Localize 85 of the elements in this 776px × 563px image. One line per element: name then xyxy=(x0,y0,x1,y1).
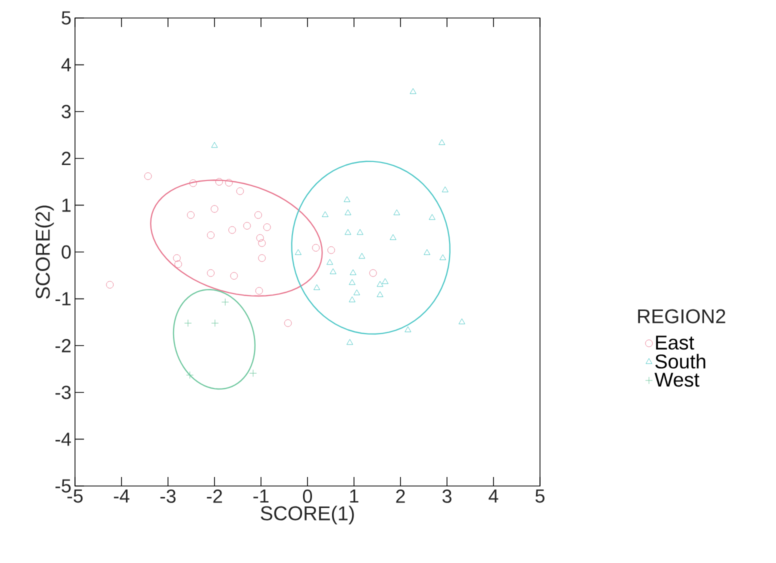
point xyxy=(228,226,236,234)
point xyxy=(327,246,335,254)
point xyxy=(294,249,302,255)
point xyxy=(348,296,356,302)
x-tick-label: 5 xyxy=(535,490,544,503)
legend-label: South xyxy=(655,354,706,369)
y-tick-label: 3 xyxy=(62,104,71,118)
y-tick-label: 0 xyxy=(62,245,71,259)
point xyxy=(284,319,292,327)
point xyxy=(312,244,320,252)
point xyxy=(322,211,328,218)
point xyxy=(390,234,396,240)
y-tick-label: 2 xyxy=(62,152,71,166)
x-tick-label: -2 xyxy=(206,490,222,503)
x-axis-title: SCORE(1) xyxy=(260,506,354,524)
point xyxy=(348,279,356,285)
x-tick-label: 3 xyxy=(442,490,452,503)
point xyxy=(428,214,436,220)
point xyxy=(174,260,182,268)
point xyxy=(207,269,215,277)
point xyxy=(225,178,233,186)
point xyxy=(314,284,320,290)
y-axis-title: SCORE(2) xyxy=(35,206,54,299)
point xyxy=(189,179,197,187)
point xyxy=(236,187,244,195)
point xyxy=(207,231,215,239)
point xyxy=(354,289,360,296)
point xyxy=(410,88,416,94)
point xyxy=(210,205,218,213)
x-tick-label: -1 xyxy=(253,490,268,503)
point xyxy=(230,272,238,280)
point xyxy=(369,269,377,277)
x-tick-label: 2 xyxy=(396,490,405,503)
point xyxy=(356,229,364,235)
x-tick-label: -3 xyxy=(160,490,176,503)
point xyxy=(442,186,448,192)
y-tick-label: 1 xyxy=(62,198,71,212)
point xyxy=(263,223,271,231)
point xyxy=(404,326,412,332)
point xyxy=(215,178,223,186)
point xyxy=(144,172,152,180)
point xyxy=(326,259,334,265)
x-tick-label: 0 xyxy=(302,490,312,503)
legend-label: West xyxy=(654,372,700,387)
legend-title: REGION2 xyxy=(638,309,726,324)
y-tick-label: -4 xyxy=(55,432,71,446)
y-tick-label: -2 xyxy=(55,338,71,352)
point xyxy=(106,281,114,288)
y-tick-label: 4 xyxy=(61,58,71,72)
point xyxy=(243,222,251,230)
point xyxy=(186,371,194,379)
point xyxy=(173,254,181,262)
point xyxy=(344,229,352,235)
point xyxy=(440,254,446,260)
point xyxy=(346,339,354,345)
point xyxy=(211,319,219,327)
point xyxy=(344,209,352,216)
point xyxy=(330,268,336,274)
x-tick-label: -4 xyxy=(114,490,130,503)
point xyxy=(256,234,264,242)
point xyxy=(184,319,192,327)
y-tick-label: -3 xyxy=(55,386,71,400)
point xyxy=(458,318,466,324)
x-tick-label: 1 xyxy=(350,490,358,503)
y-tick-label: -1 xyxy=(55,292,71,306)
point xyxy=(350,269,356,276)
point xyxy=(221,298,229,306)
point xyxy=(249,369,257,377)
point xyxy=(258,239,266,247)
point xyxy=(258,254,266,262)
point xyxy=(187,211,195,219)
point xyxy=(394,209,400,216)
point xyxy=(211,142,218,148)
point xyxy=(438,139,446,145)
point xyxy=(424,249,430,255)
point xyxy=(358,252,366,259)
point xyxy=(376,281,384,287)
point xyxy=(344,196,350,202)
legend-label: East xyxy=(656,336,694,350)
y-tick-label: 5 xyxy=(62,11,71,25)
point xyxy=(382,278,388,284)
point xyxy=(376,291,384,298)
point xyxy=(254,211,262,219)
point xyxy=(255,287,263,295)
x-tick-label: 4 xyxy=(488,490,498,503)
